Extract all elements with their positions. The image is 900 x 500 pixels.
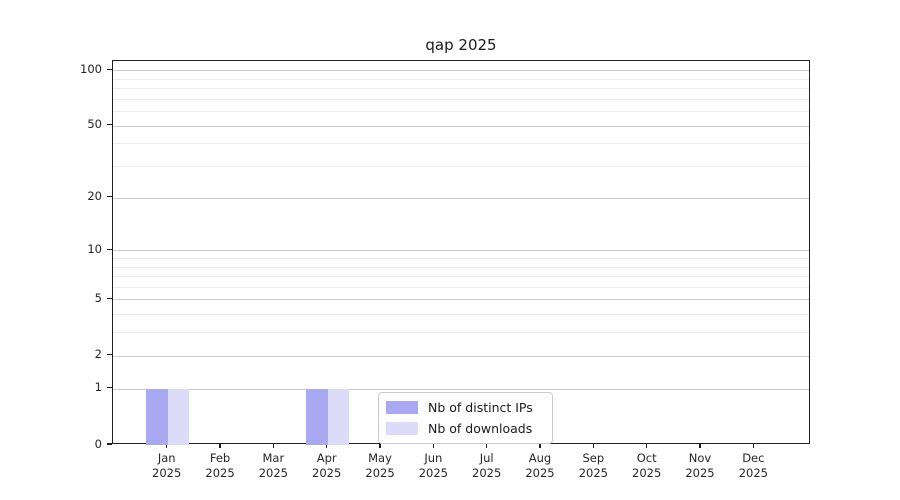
bar-distinct-ips bbox=[306, 388, 328, 445]
x-tick-year: 2025 bbox=[365, 466, 395, 480]
x-tick-month: Jul bbox=[479, 451, 494, 465]
minor-gridline bbox=[113, 143, 809, 145]
x-tick-mark bbox=[592, 444, 594, 448]
minor-gridline bbox=[113, 276, 809, 278]
x-tick-year: 2025 bbox=[685, 466, 715, 480]
x-tick-month: Mar bbox=[262, 451, 285, 465]
x-tick-month: Oct bbox=[636, 451, 657, 465]
x-tick-year: 2025 bbox=[525, 466, 555, 480]
x-tick-mark bbox=[432, 444, 434, 448]
x-tick-year: 2025 bbox=[418, 466, 448, 480]
y-tick-mark bbox=[107, 248, 112, 250]
minor-gridline bbox=[113, 332, 809, 334]
x-tick-year: 2025 bbox=[578, 466, 608, 480]
minor-gridline bbox=[113, 266, 809, 268]
x-tick-month: Aug bbox=[528, 451, 552, 465]
major-gridline bbox=[113, 250, 809, 252]
y-tick-label: 2 bbox=[94, 347, 102, 362]
x-tick-year: 2025 bbox=[472, 466, 502, 480]
major-gridline bbox=[113, 388, 809, 390]
x-tick-mark bbox=[646, 444, 648, 448]
x-tick-label: Nov 2025 bbox=[670, 451, 730, 481]
legend: Nb of distinct IPs Nb of downloads bbox=[378, 392, 553, 444]
minor-gridline bbox=[113, 111, 809, 113]
x-tick-mark bbox=[379, 444, 381, 448]
x-tick-month: May bbox=[368, 451, 392, 465]
major-gridline bbox=[113, 299, 809, 301]
minor-gridline bbox=[113, 78, 809, 80]
x-tick-year: 2025 bbox=[738, 466, 768, 480]
x-tick-mark bbox=[752, 444, 754, 448]
major-gridline bbox=[113, 70, 809, 72]
x-tick-mark bbox=[219, 444, 221, 448]
y-tick-label: 5 bbox=[94, 290, 102, 305]
x-tick-label: Oct 2025 bbox=[617, 451, 677, 481]
y-tick-label: 100 bbox=[80, 61, 102, 76]
x-tick-label: Jun 2025 bbox=[403, 451, 463, 481]
x-tick-year: 2025 bbox=[258, 466, 288, 480]
y-tick-label: 10 bbox=[87, 241, 102, 256]
x-tick-year: 2025 bbox=[152, 466, 182, 480]
major-gridline bbox=[113, 197, 809, 199]
plot-area bbox=[112, 60, 810, 445]
x-tick-label: May 2025 bbox=[350, 451, 410, 481]
legend-swatch-downloads bbox=[386, 422, 418, 435]
y-tick-label: 20 bbox=[87, 189, 102, 204]
legend-item-distinct-ips: Nb of distinct IPs bbox=[386, 400, 543, 415]
x-tick-year: 2025 bbox=[205, 466, 235, 480]
major-gridline bbox=[113, 355, 809, 357]
minor-gridline bbox=[113, 88, 809, 90]
x-tick-month: Jun bbox=[424, 451, 443, 465]
chart-title: qap 2025 bbox=[425, 36, 497, 54]
x-tick-mark bbox=[326, 444, 328, 448]
y-tick-mark bbox=[107, 354, 112, 356]
minor-gridline bbox=[113, 257, 809, 259]
legend-item-downloads: Nb of downloads bbox=[386, 421, 543, 436]
x-tick-month: Apr bbox=[316, 451, 337, 465]
y-tick-label: 1 bbox=[94, 380, 102, 395]
legend-swatch-distinct-ips bbox=[386, 401, 418, 414]
x-tick-label: Aug 2025 bbox=[510, 451, 570, 481]
minor-gridline bbox=[113, 98, 809, 100]
minor-gridline bbox=[113, 166, 809, 168]
minor-gridline bbox=[113, 314, 809, 316]
x-tick-label: Jul 2025 bbox=[457, 451, 517, 481]
x-tick-label: Feb 2025 bbox=[190, 451, 250, 481]
x-tick-label: Mar 2025 bbox=[243, 451, 303, 481]
x-tick-mark bbox=[166, 444, 168, 448]
x-tick-mark bbox=[699, 444, 701, 448]
y-tick-mark bbox=[107, 196, 112, 198]
x-tick-mark bbox=[272, 444, 274, 448]
y-tick-mark bbox=[107, 387, 112, 389]
x-tick-year: 2025 bbox=[632, 466, 662, 480]
x-tick-label: Apr 2025 bbox=[297, 451, 357, 481]
legend-label: Nb of distinct IPs bbox=[428, 400, 533, 415]
y-tick-label: 0 bbox=[94, 436, 102, 451]
y-tick-mark bbox=[107, 124, 112, 126]
x-tick-month: Sep bbox=[582, 451, 605, 465]
y-tick-mark bbox=[107, 443, 112, 445]
x-tick-year: 2025 bbox=[312, 466, 342, 480]
y-tick-label: 50 bbox=[87, 117, 102, 132]
x-tick-month: Jan bbox=[157, 451, 176, 465]
legend-label: Nb of downloads bbox=[428, 421, 533, 436]
bar-downloads bbox=[167, 388, 189, 445]
x-tick-mark bbox=[486, 444, 488, 448]
x-tick-month: Feb bbox=[209, 451, 231, 465]
x-tick-label: Sep 2025 bbox=[563, 451, 623, 481]
y-tick-mark bbox=[107, 68, 112, 70]
major-gridline bbox=[113, 125, 809, 127]
bar-downloads bbox=[327, 388, 349, 445]
y-tick-mark bbox=[107, 297, 112, 300]
x-tick-month: Nov bbox=[688, 451, 712, 465]
x-tick-mark bbox=[539, 444, 541, 448]
x-tick-label: Jan 2025 bbox=[137, 451, 197, 481]
bar-distinct-ips bbox=[146, 388, 168, 445]
minor-gridline bbox=[113, 286, 809, 288]
x-tick-label: Dec 2025 bbox=[723, 451, 783, 481]
x-tick-month: Dec bbox=[742, 451, 765, 465]
